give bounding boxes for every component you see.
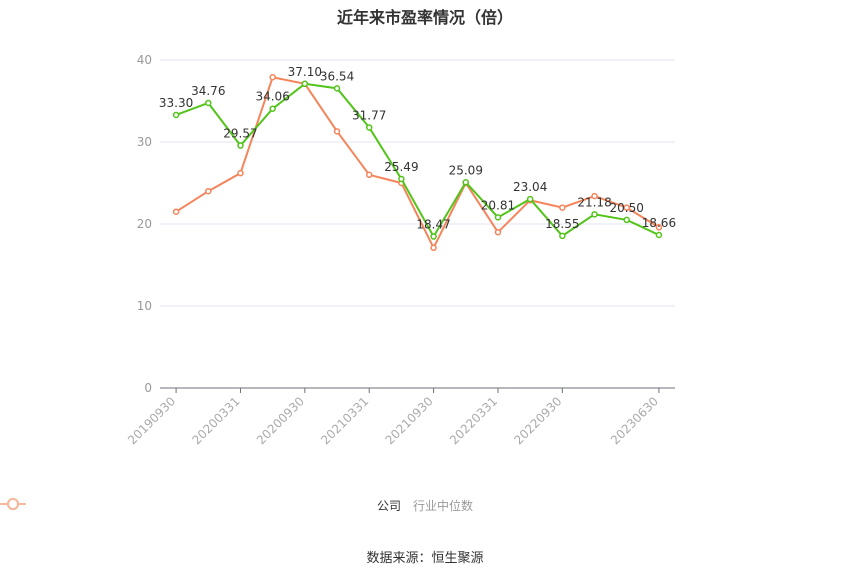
legend-item-company[interactable]: 公司 — [0, 497, 401, 514]
y-tick-label: 20 — [137, 217, 152, 231]
data-point — [591, 192, 598, 200]
x-tick-label: 20200331 — [190, 394, 243, 447]
data-label: 20.81 — [481, 198, 515, 212]
y-tick-label: 30 — [137, 135, 152, 149]
legend-label: 行业中位数 — [413, 499, 474, 513]
data-label: 18.55 — [545, 217, 579, 231]
data-point — [494, 214, 502, 221]
data-point — [430, 233, 437, 240]
y-tick-label: 40 — [137, 53, 152, 67]
data-point — [398, 175, 405, 183]
legend-item-industry-median[interactable]: 行业中位数 — [0, 497, 474, 514]
x-tick-label: 20190930 — [125, 394, 178, 447]
x-tick-label: 20230630 — [608, 394, 661, 447]
data-point — [655, 224, 663, 231]
data-point — [205, 99, 212, 107]
series-line — [175, 82, 660, 239]
data-point — [494, 228, 502, 236]
data-point — [237, 169, 244, 177]
legend-marker-icon — [0, 498, 26, 510]
data-label: 33.30 — [159, 96, 193, 110]
x-tick-label: 20220331 — [447, 394, 500, 447]
data-label: 18.66 — [642, 216, 676, 230]
data-label: 25.49 — [384, 160, 418, 174]
data-point — [333, 85, 341, 92]
data-label: 21.18 — [577, 195, 611, 209]
data-point — [462, 179, 470, 186]
data-point — [365, 124, 373, 131]
line-chart: 0 10 20 30 40 20190930 20200331 20200930 2021033… — [125, 53, 676, 447]
x-tick-label: 20210331 — [318, 394, 371, 447]
data-label: 34.06 — [255, 90, 289, 104]
data-label: 31.77 — [352, 108, 386, 122]
data-point — [333, 128, 341, 135]
data-point — [559, 232, 566, 240]
data-label: 29.57 — [223, 127, 257, 141]
data-point — [526, 195, 534, 203]
data-point — [365, 171, 373, 179]
data-point — [205, 187, 212, 195]
data-point — [591, 211, 598, 218]
data-point — [237, 142, 244, 149]
data-point — [172, 111, 180, 119]
data-point — [559, 204, 566, 211]
y-tick-label: 0 — [144, 381, 152, 395]
data-point — [269, 73, 276, 81]
series-line — [175, 76, 660, 251]
y-tick-label: 10 — [137, 299, 152, 313]
data-label: 37.10 — [288, 65, 322, 79]
data-point — [269, 105, 276, 112]
data-source: 数据来源：恒生聚源 — [366, 551, 484, 566]
data-label: 34.76 — [191, 84, 225, 98]
x-tick-label: 20220930 — [511, 394, 564, 447]
data-label: 25.09 — [449, 163, 483, 177]
data-label: 23.04 — [513, 180, 547, 194]
data-label: 36.54 — [320, 69, 354, 83]
x-tick-label: 20210930 — [383, 394, 436, 447]
data-label: 20.50 — [610, 201, 644, 215]
data-point — [430, 244, 437, 252]
data-point — [301, 80, 309, 88]
chart-title: 近年来市盈率情况（倍） — [336, 8, 513, 27]
legend-label: 公司 — [376, 499, 401, 513]
data-point — [623, 204, 630, 211]
x-tick-label: 20200930 — [254, 394, 307, 447]
data-point — [172, 208, 180, 215]
data-point — [623, 216, 630, 224]
data-point — [655, 231, 663, 239]
chart-legend: 公司 行业中位数 — [0, 497, 850, 514]
data-label: 18.47 — [416, 218, 450, 232]
